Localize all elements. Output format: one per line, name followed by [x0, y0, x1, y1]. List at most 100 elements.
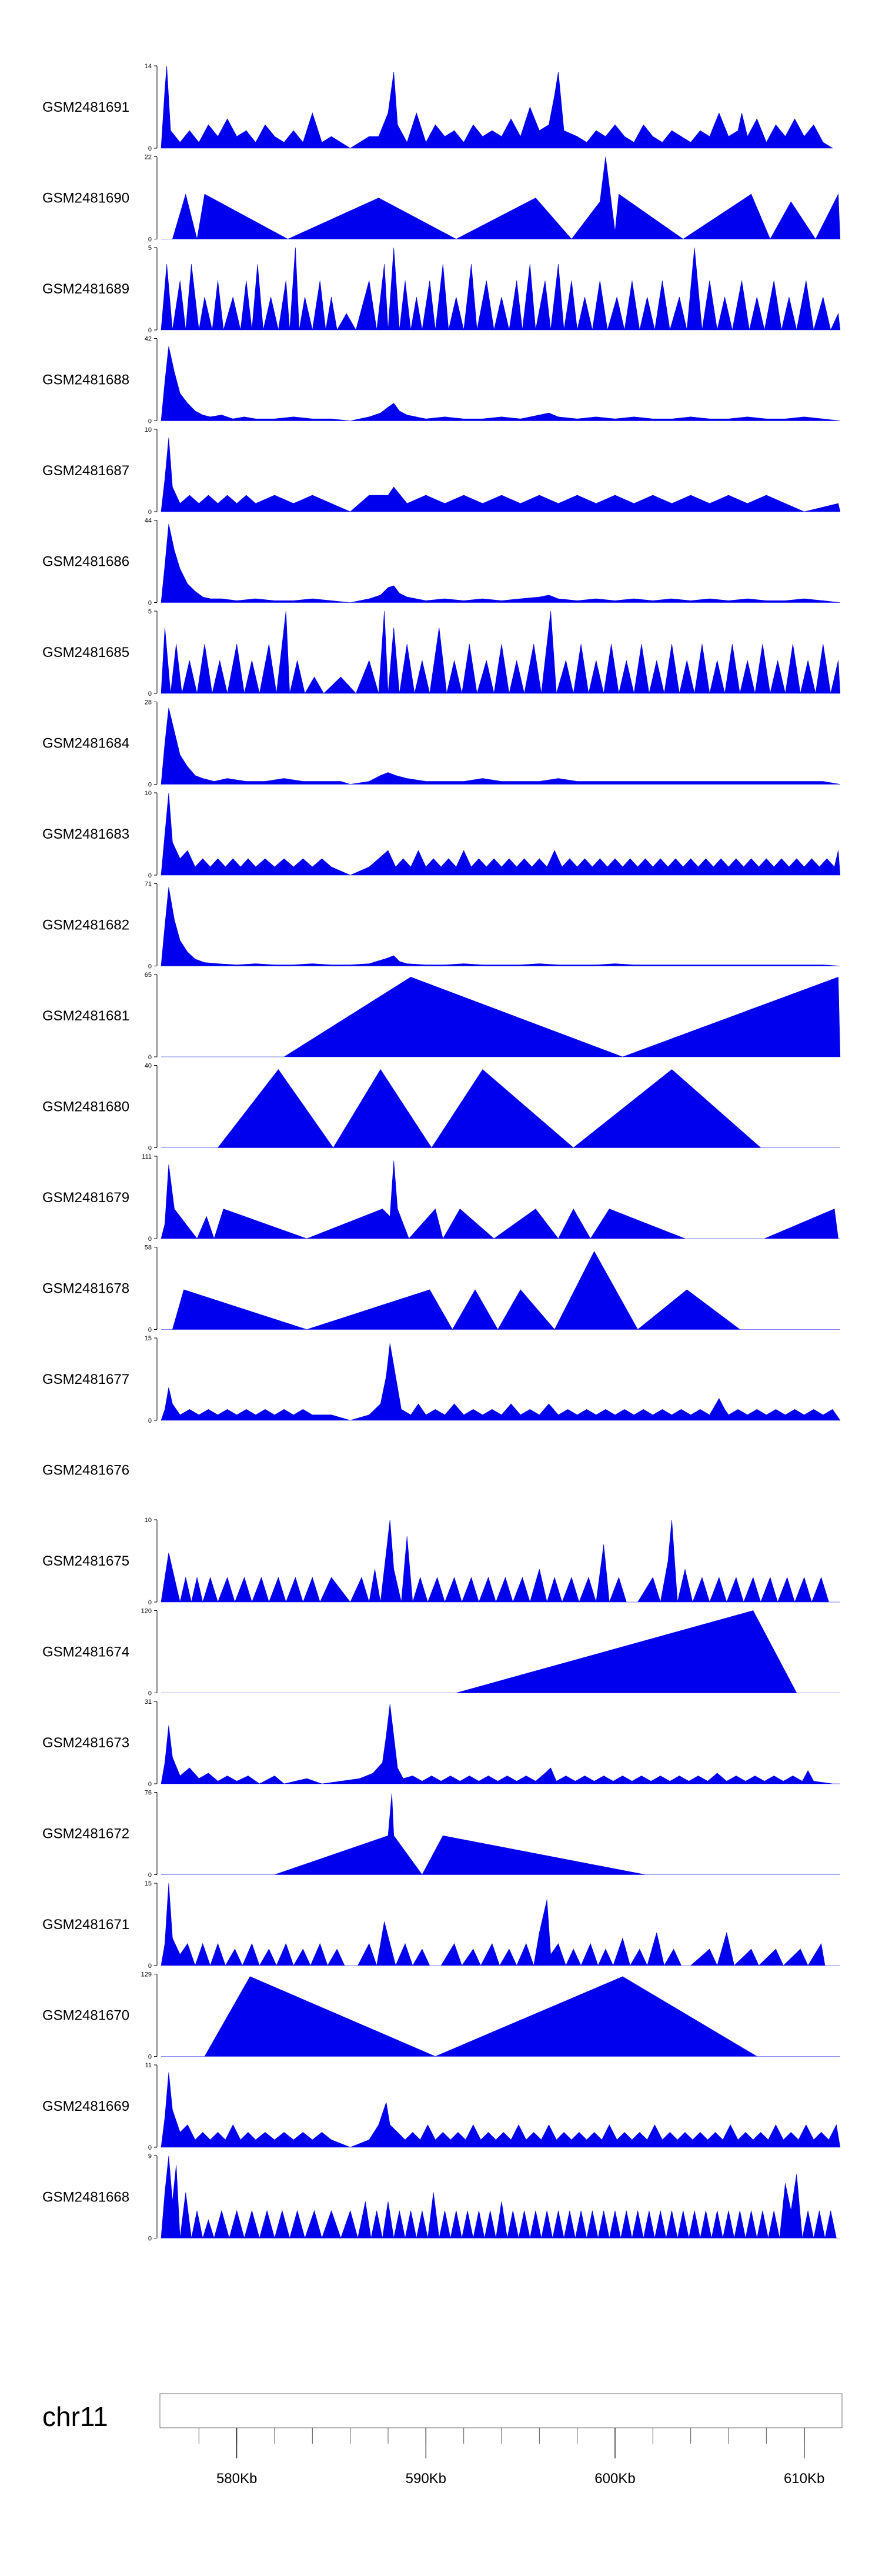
track-GSM2481691: GSM2481691 14 0	[42, 63, 833, 152]
chromosome-label: chr11	[42, 2401, 108, 2432]
track-ymin-label: 0	[148, 1145, 152, 1152]
coverage-area	[161, 976, 841, 1057]
track-ymax-label: 31	[145, 1699, 152, 1706]
track-label: GSM2481672	[42, 1826, 129, 1842]
chromosome-ideogram	[159, 2393, 843, 2428]
track-GSM2481681: GSM2481681 65 0	[42, 972, 841, 1061]
track-ymax-label: 9	[148, 2153, 152, 2160]
track-ymax-label: 44	[145, 518, 152, 525]
coverage-area	[161, 65, 833, 149]
track-ymax-label: 76	[145, 1790, 152, 1797]
coverage-area	[161, 708, 840, 785]
coverage-area	[161, 437, 841, 512]
track-ymin-label: 0	[148, 418, 152, 425]
coverage-area	[161, 523, 840, 603]
axis-tick-label: 590Kb	[406, 2471, 446, 2487]
track-ymax-label: 5	[148, 608, 152, 615]
coverage-area	[161, 887, 840, 966]
track-ymin-label: 0	[148, 963, 152, 970]
track-ymin-label: 0	[148, 1872, 152, 1879]
track-GSM2481678: GSM2481678 58 0	[42, 1244, 840, 1334]
track-ymax-label: 10	[145, 1517, 152, 1524]
track-GSM2481687: GSM2481687 10 0	[42, 426, 841, 516]
coverage-area	[161, 346, 840, 421]
coverage-area	[161, 1519, 840, 1603]
track-ymax-label: 28	[145, 699, 152, 706]
track-GSM2481680: GSM2481680 40 0	[42, 1063, 840, 1152]
track-ymin-label: 0	[148, 600, 152, 607]
track-ymin-label: 0	[148, 1781, 152, 1788]
track-label: GSM2481678	[42, 1281, 129, 1297]
track-label: GSM2481680	[42, 1099, 129, 1115]
coverage-area	[161, 1793, 840, 1876]
track-GSM2481688: GSM2481688 42 0	[42, 336, 840, 425]
track-ymax-label: 15	[145, 1335, 152, 1342]
track-GSM2481677: GSM2481677 15 0	[42, 1335, 841, 1424]
coverage-area	[161, 247, 841, 331]
axis-tick-label: 580Kb	[216, 2471, 257, 2487]
axis-tick-label: 600Kb	[594, 2471, 635, 2487]
track-ymax-label: 15	[145, 1880, 152, 1887]
track-ymax-label: 22	[145, 154, 152, 161]
track-ymin-label: 0	[148, 1417, 152, 1424]
track-GSM2481690: GSM2481690 22 0	[42, 154, 841, 243]
track-ymin-label: 0	[148, 236, 152, 243]
track-label: GSM2481675	[42, 1553, 129, 1569]
track-ymin-label: 0	[148, 1690, 152, 1697]
coverage-area	[161, 156, 841, 240]
track-ymin-label: 0	[148, 1054, 152, 1061]
track-ymin-label: 0	[148, 1599, 152, 1606]
coverage-area	[161, 2155, 840, 2239]
track-ymin-label: 0	[148, 2144, 152, 2151]
track-label: GSM2481673	[42, 1735, 129, 1751]
track-label: GSM2481690	[42, 191, 129, 206]
track-label: GSM2481684	[42, 736, 129, 752]
track-ymax-label: 42	[145, 336, 152, 343]
track-ymax-label: 14	[145, 63, 152, 70]
track-GSM2481670: GSM2481670 129 0	[42, 1971, 840, 2061]
coverage-area	[161, 1251, 840, 1330]
track-GSM2481673: GSM2481673 31 0	[42, 1699, 840, 1788]
track-label: GSM2481669	[42, 2098, 129, 2114]
track-label: GSM2481691	[42, 99, 129, 115]
coverage-area	[161, 1610, 840, 1693]
track-ymax-label: 10	[145, 790, 152, 797]
track-ymax-label: 11	[145, 2062, 152, 2069]
track-GSM2481683: GSM2481683 10 0	[42, 790, 841, 879]
track-GSM2481675: GSM2481675 10 0	[42, 1517, 840, 1606]
track-GSM2481669: GSM2481669 11 0	[42, 2062, 841, 2151]
track-ymax-label: 40	[145, 1063, 152, 1070]
axis-tick-label: 610Kb	[784, 2471, 824, 2487]
coverage-area	[161, 610, 841, 694]
tracks-layer: GSM2481691140GSM2481690220GSM248168950GS…	[42, 63, 841, 2243]
coverage-area	[161, 1160, 840, 1239]
track-ymin-label: 0	[148, 1327, 152, 1334]
track-label: GSM2481681	[42, 1008, 129, 1024]
track-GSM2481671: GSM2481671 15 0	[42, 1880, 840, 1970]
track-GSM2481676: GSM2481676	[42, 1463, 129, 1479]
track-label: GSM2481682	[42, 917, 129, 933]
track-label: GSM2481670	[42, 2008, 129, 2024]
track-GSM2481668: GSM2481668 9 0	[42, 2153, 840, 2243]
track-ymin-label: 0	[148, 1963, 152, 1970]
track-label: GSM2481683	[42, 826, 129, 842]
track-GSM2481689: GSM2481689 5 0	[42, 245, 841, 334]
coverage-area	[161, 792, 841, 876]
track-ymax-label: 120	[141, 1608, 152, 1615]
track-label: GSM2481685	[42, 645, 129, 660]
genome-axis: chr11 580Kb 590Kb 600Kb 610Kb	[42, 2393, 843, 2487]
track-ymax-label: 5	[148, 245, 152, 252]
coverage-area	[161, 1343, 841, 1421]
track-label: GSM2481688	[42, 372, 129, 388]
track-label: GSM2481679	[42, 1190, 129, 1206]
track-ymin-label: 0	[148, 2054, 152, 2061]
track-GSM2481674: GSM2481674 120 0	[42, 1608, 840, 1697]
track-label: GSM2481671	[42, 1917, 129, 1933]
track-ymin-label: 0	[148, 690, 152, 698]
coverage-area	[161, 1704, 840, 1784]
track-ymin-label: 0	[148, 509, 152, 516]
track-ymin-label: 0	[148, 1236, 152, 1243]
coverage-area	[161, 1883, 840, 1966]
track-ymin-label: 0	[148, 872, 152, 879]
